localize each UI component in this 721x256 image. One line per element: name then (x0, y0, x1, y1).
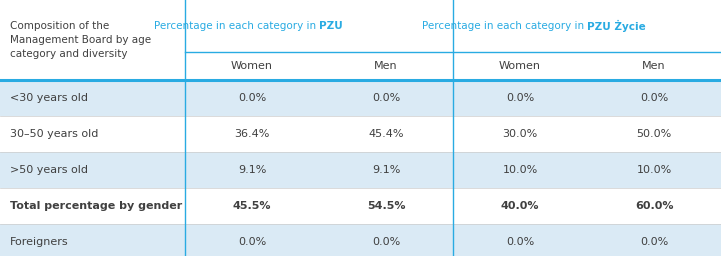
Text: 0.0%: 0.0% (506, 237, 534, 247)
Text: Men: Men (374, 61, 398, 71)
Text: 0.0%: 0.0% (238, 237, 266, 247)
Text: 10.0%: 10.0% (503, 165, 538, 175)
Text: 54.5%: 54.5% (367, 201, 405, 211)
Text: 0.0%: 0.0% (372, 93, 400, 103)
Text: 45.5%: 45.5% (233, 201, 271, 211)
Text: 50.0%: 50.0% (637, 129, 672, 139)
Text: 10.0%: 10.0% (637, 165, 672, 175)
Text: PZU: PZU (319, 21, 342, 31)
Bar (0, 224, 721, 256)
Text: 0.0%: 0.0% (506, 93, 534, 103)
Text: 30–50 years old: 30–50 years old (10, 129, 98, 139)
Text: Foreigners: Foreigners (10, 237, 68, 247)
Text: 9.1%: 9.1% (372, 165, 400, 175)
Bar (0, 152, 721, 188)
Text: 0.0%: 0.0% (372, 237, 400, 247)
Text: 45.4%: 45.4% (368, 129, 404, 139)
Text: 0.0%: 0.0% (640, 93, 668, 103)
Text: 60.0%: 60.0% (634, 201, 673, 211)
Text: Total percentage by gender: Total percentage by gender (10, 201, 182, 211)
Text: 36.4%: 36.4% (234, 129, 270, 139)
Text: >50 years old: >50 years old (10, 165, 88, 175)
Text: Women: Women (231, 61, 273, 71)
Text: Composition of the
Management Board by age
category and diversity: Composition of the Management Board by a… (10, 21, 151, 59)
Text: 9.1%: 9.1% (238, 165, 266, 175)
Bar (0, 80, 721, 116)
Text: 0.0%: 0.0% (238, 93, 266, 103)
Text: 40.0%: 40.0% (501, 201, 539, 211)
Text: Percentage in each category in: Percentage in each category in (422, 21, 587, 31)
Text: PZU Życie: PZU Życie (587, 20, 646, 32)
Text: Women: Women (499, 61, 541, 71)
Text: 30.0%: 30.0% (503, 129, 538, 139)
Text: Men: Men (642, 61, 665, 71)
Text: <30 years old: <30 years old (10, 93, 88, 103)
Text: 0.0%: 0.0% (640, 237, 668, 247)
Text: Percentage in each category in: Percentage in each category in (154, 21, 319, 31)
